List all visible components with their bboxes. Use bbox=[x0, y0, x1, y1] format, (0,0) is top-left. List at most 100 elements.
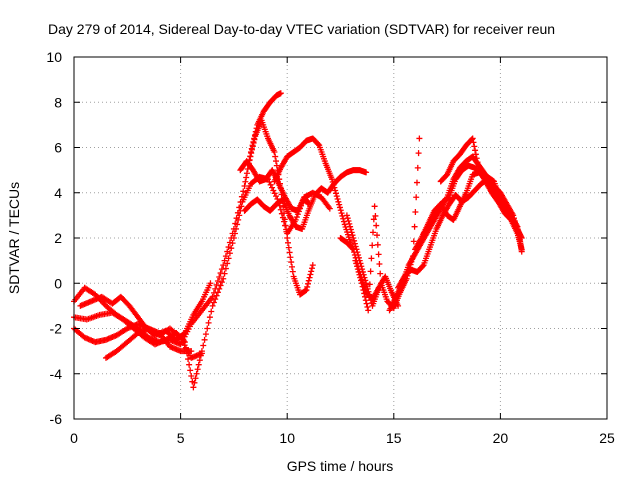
x-tick-label: 25 bbox=[599, 430, 615, 446]
data-point bbox=[472, 147, 479, 154]
data-point bbox=[288, 259, 295, 266]
data-point bbox=[372, 212, 379, 219]
data-point bbox=[328, 176, 335, 183]
data-point bbox=[242, 178, 249, 185]
y-tick-label: 4 bbox=[54, 185, 62, 201]
data-point bbox=[472, 151, 479, 158]
data-point bbox=[351, 237, 358, 244]
data-point bbox=[287, 254, 294, 261]
data-point bbox=[210, 299, 217, 306]
data-series bbox=[77, 280, 214, 343]
data-point bbox=[367, 268, 374, 275]
marks-layer bbox=[71, 90, 525, 391]
data-point bbox=[343, 212, 350, 219]
data-point bbox=[236, 212, 243, 219]
data-point bbox=[473, 155, 480, 162]
data-point bbox=[362, 277, 369, 284]
data-point bbox=[375, 251, 382, 258]
data-point bbox=[304, 280, 311, 287]
data-point bbox=[413, 179, 420, 186]
data-point bbox=[277, 185, 284, 192]
data-point bbox=[336, 204, 343, 211]
data-point bbox=[419, 262, 426, 269]
data-point bbox=[415, 150, 422, 157]
data-point bbox=[269, 184, 276, 191]
data-point bbox=[226, 250, 233, 257]
data-point bbox=[245, 160, 252, 167]
data-point bbox=[207, 280, 214, 287]
y-tick-label: -2 bbox=[50, 321, 63, 337]
data-series bbox=[245, 117, 316, 298]
data-point bbox=[474, 159, 481, 166]
x-tick-label: 0 bbox=[70, 430, 78, 446]
data-series bbox=[395, 176, 525, 291]
data-point bbox=[303, 287, 310, 294]
data-point bbox=[190, 384, 197, 391]
data-point bbox=[414, 164, 421, 171]
data-point bbox=[191, 379, 198, 386]
data-series bbox=[271, 135, 355, 248]
data-point bbox=[204, 325, 211, 332]
data-point bbox=[470, 139, 477, 146]
data-point bbox=[285, 239, 291, 246]
data-point bbox=[348, 229, 355, 236]
data-point bbox=[376, 261, 383, 268]
data-point bbox=[186, 361, 193, 368]
data-point bbox=[280, 203, 287, 210]
data-series bbox=[71, 90, 284, 348]
data-point bbox=[361, 290, 368, 297]
data-point bbox=[315, 141, 322, 148]
data-point bbox=[196, 357, 203, 364]
data-point bbox=[356, 257, 363, 264]
data-point bbox=[225, 255, 232, 262]
x-tick-label: 15 bbox=[386, 430, 402, 446]
data-point bbox=[238, 203, 245, 210]
data-point bbox=[363, 280, 370, 287]
data-point bbox=[225, 244, 232, 251]
data-point bbox=[205, 319, 212, 326]
data-point bbox=[217, 282, 224, 289]
chart-title: Day 279 of 2014, Sidereal Day-to-day VTE… bbox=[48, 21, 555, 37]
y-tick-label: 10 bbox=[46, 49, 62, 65]
data-point bbox=[354, 249, 361, 256]
y-tick-label: 0 bbox=[54, 275, 62, 291]
x-tick-label: 20 bbox=[493, 430, 509, 446]
data-point bbox=[518, 248, 525, 255]
data-point bbox=[410, 238, 417, 245]
data-point bbox=[208, 308, 215, 315]
data-point bbox=[344, 215, 351, 222]
data-point bbox=[350, 235, 357, 241]
data-point bbox=[360, 271, 367, 278]
data-point bbox=[278, 191, 285, 198]
data-point bbox=[271, 149, 278, 156]
data-point bbox=[377, 270, 384, 277]
data-point bbox=[365, 307, 372, 314]
data-point bbox=[212, 296, 219, 303]
data-point bbox=[230, 235, 237, 241]
data-point bbox=[326, 205, 333, 212]
data-point bbox=[277, 180, 284, 187]
data-point bbox=[352, 243, 359, 250]
y-tick-label: -4 bbox=[50, 366, 63, 382]
data-point bbox=[284, 235, 291, 241]
data-point bbox=[370, 216, 377, 223]
data-point bbox=[309, 262, 316, 269]
data-point bbox=[349, 232, 356, 239]
data-point bbox=[283, 228, 290, 235]
data-point bbox=[249, 143, 256, 150]
data-point bbox=[346, 220, 353, 227]
data-point bbox=[363, 169, 370, 176]
data-point bbox=[214, 289, 221, 296]
data-point bbox=[375, 284, 382, 291]
y-tick-label: 2 bbox=[54, 230, 62, 246]
data-point bbox=[337, 207, 344, 214]
data-point bbox=[306, 274, 313, 281]
data-point bbox=[412, 208, 419, 215]
data-point bbox=[249, 146, 256, 153]
data-point bbox=[330, 181, 337, 188]
data-point bbox=[308, 265, 315, 272]
data-point bbox=[413, 194, 420, 201]
data-point bbox=[233, 225, 240, 232]
data-point bbox=[307, 271, 314, 278]
data-point bbox=[248, 150, 255, 157]
